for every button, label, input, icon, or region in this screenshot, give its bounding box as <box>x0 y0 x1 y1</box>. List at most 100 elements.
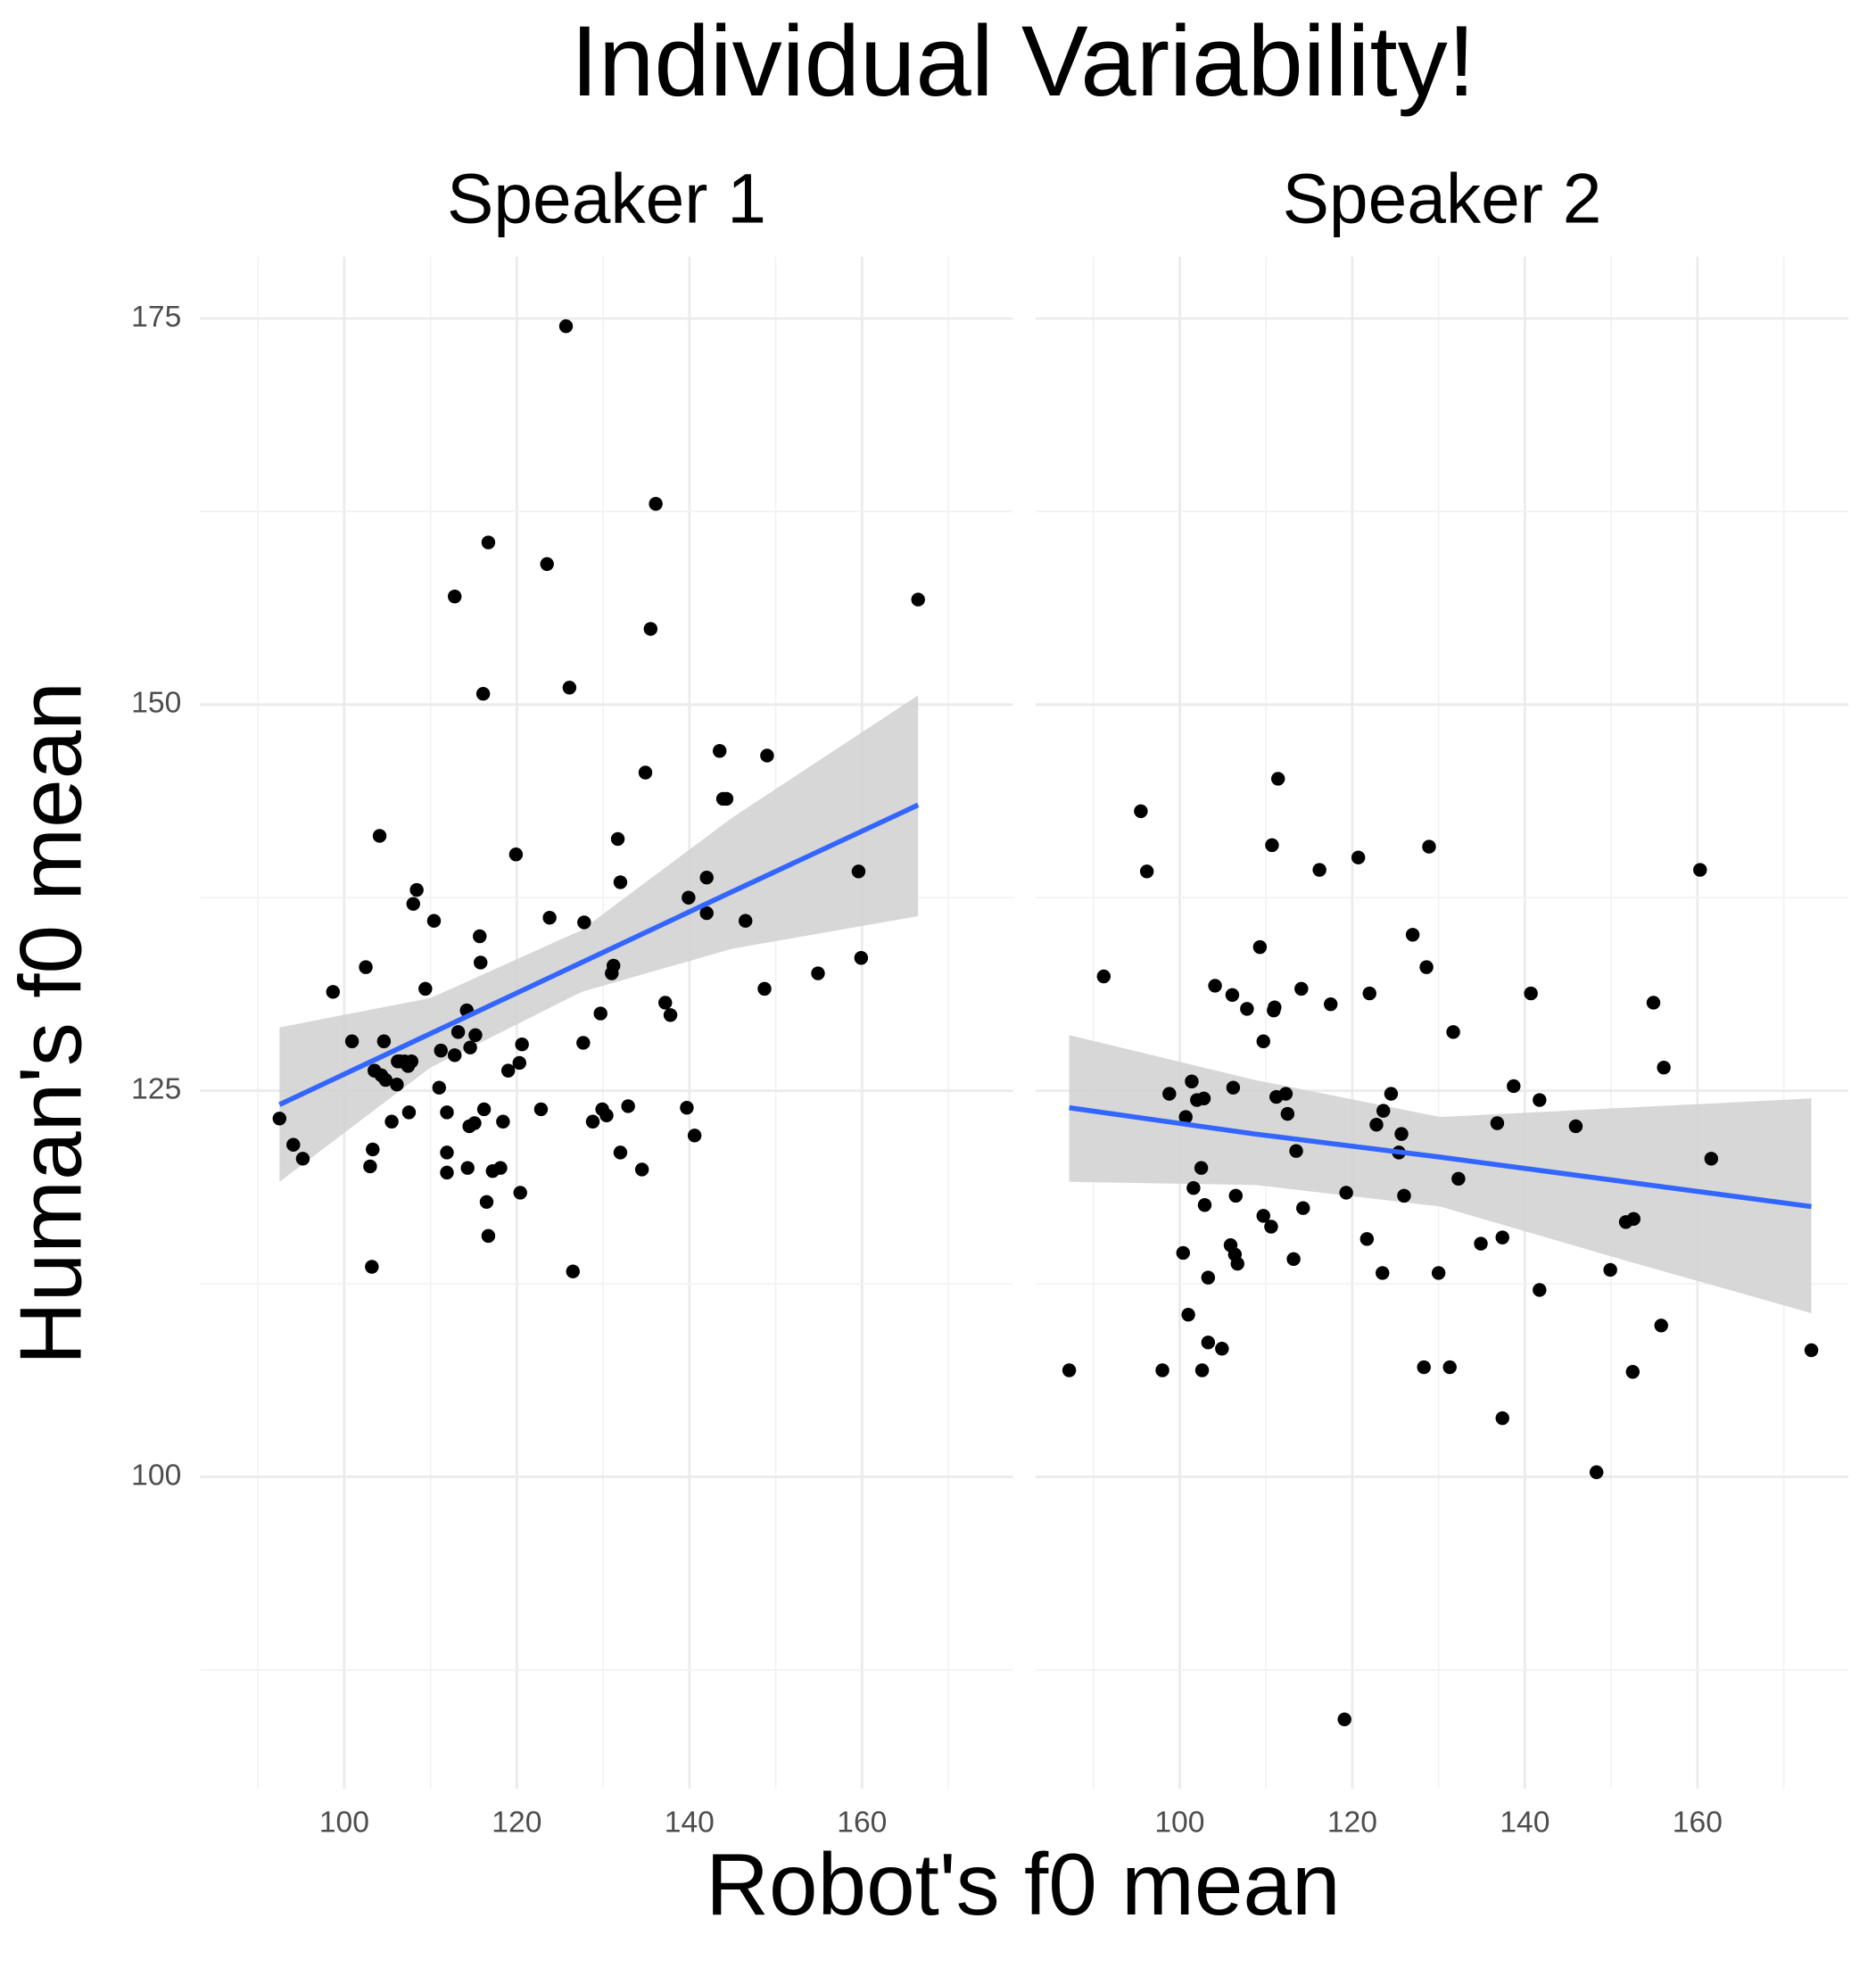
data-point <box>1240 1002 1254 1016</box>
data-point <box>1201 1335 1216 1350</box>
data-point <box>649 497 663 511</box>
y-tick-label: 100 <box>131 1459 181 1492</box>
data-point <box>851 864 866 879</box>
data-point <box>508 848 524 862</box>
data-point <box>1495 1410 1509 1426</box>
data-point <box>1134 804 1148 818</box>
data-point <box>513 1186 527 1200</box>
x-tick-label: 160 <box>1673 1806 1723 1839</box>
data-point <box>476 1102 492 1117</box>
data-point <box>1507 1079 1521 1094</box>
data-point <box>1280 1106 1295 1121</box>
data-point <box>390 1078 404 1092</box>
data-point <box>326 985 341 999</box>
data-point <box>1646 996 1661 1010</box>
data-point <box>1704 1152 1719 1166</box>
data-point <box>1289 1144 1303 1158</box>
x-axis-label: Robot's f0 mean <box>706 1835 1340 1933</box>
data-point <box>1226 1080 1241 1095</box>
data-point <box>1495 1230 1509 1244</box>
data-point <box>1431 1266 1446 1280</box>
data-point <box>1196 1091 1211 1106</box>
data-point <box>1376 1266 1390 1280</box>
data-point <box>1096 969 1111 984</box>
data-point <box>757 981 772 996</box>
data-point <box>533 1102 549 1117</box>
data-point <box>1228 1188 1244 1203</box>
data-point <box>418 981 433 996</box>
data-point <box>658 996 673 1010</box>
panel-title: Speaker 2 <box>1283 160 1602 238</box>
data-point <box>699 871 714 885</box>
data-point <box>1589 1465 1604 1479</box>
data-point <box>542 911 557 925</box>
data-point <box>1626 1211 1640 1227</box>
data-point <box>440 1145 454 1160</box>
data-point <box>558 318 574 334</box>
data-point <box>1256 1209 1270 1223</box>
data-point <box>500 1063 516 1078</box>
data-point <box>540 557 554 571</box>
data-point <box>1294 981 1309 996</box>
x-tick-label: 160 <box>837 1806 887 1839</box>
y-axis-label: Human's f0 mean <box>1 682 99 1365</box>
data-point <box>1062 1363 1077 1377</box>
data-point <box>1442 1360 1457 1375</box>
data-point <box>460 1161 475 1175</box>
confidence-ribbon <box>279 695 919 1182</box>
data-point <box>384 1114 399 1129</box>
data-point <box>1654 1319 1668 1333</box>
data-point <box>1230 1256 1244 1271</box>
data-point <box>404 1054 419 1069</box>
data-point <box>566 1264 580 1278</box>
data-point <box>481 1228 496 1244</box>
data-point <box>512 1055 526 1071</box>
data-point <box>1394 1127 1409 1141</box>
data-point <box>447 1048 462 1063</box>
x-tick-label: 100 <box>319 1806 369 1839</box>
data-point <box>1422 839 1436 854</box>
data-point <box>1139 864 1154 879</box>
data-point <box>493 1161 508 1175</box>
data-point <box>426 914 442 928</box>
data-point <box>359 960 373 974</box>
data-point <box>1804 1343 1819 1358</box>
data-point <box>854 951 869 965</box>
data-point <box>1417 1360 1431 1375</box>
data-point <box>1256 1034 1270 1048</box>
data-point <box>515 1037 529 1052</box>
y-tick-label: 175 <box>131 301 181 334</box>
data-point <box>1162 1087 1177 1101</box>
data-point <box>682 890 696 905</box>
data-point <box>1362 986 1376 1001</box>
data-point <box>1451 1171 1466 1187</box>
data-point <box>1278 1087 1293 1101</box>
data-point <box>1197 1198 1212 1212</box>
data-point <box>1568 1119 1583 1134</box>
data-point <box>1657 1060 1671 1075</box>
data-point <box>1215 1342 1229 1356</box>
fit-line <box>278 802 920 1107</box>
data-point <box>1323 996 1338 1012</box>
data-point <box>1270 772 1285 786</box>
data-point <box>409 882 424 897</box>
data-point <box>1286 1252 1301 1267</box>
x-tick-label: 100 <box>1154 1806 1204 1839</box>
data-point <box>1397 1188 1411 1203</box>
data-point <box>1194 1161 1209 1175</box>
x-tick-label: 120 <box>1327 1806 1377 1839</box>
data-point <box>1337 1712 1351 1726</box>
data-point <box>1296 1201 1310 1215</box>
data-point <box>295 1152 310 1166</box>
data-point <box>680 1100 694 1115</box>
data-point <box>593 1006 607 1021</box>
data-point <box>739 914 753 928</box>
data-point <box>1625 1365 1640 1379</box>
data-point <box>599 1108 614 1123</box>
x-tick-label: 140 <box>1500 1806 1550 1839</box>
data-point <box>1359 1232 1375 1246</box>
data-point <box>1474 1236 1488 1251</box>
data-point <box>1446 1025 1460 1039</box>
data-point <box>1176 1245 1190 1261</box>
